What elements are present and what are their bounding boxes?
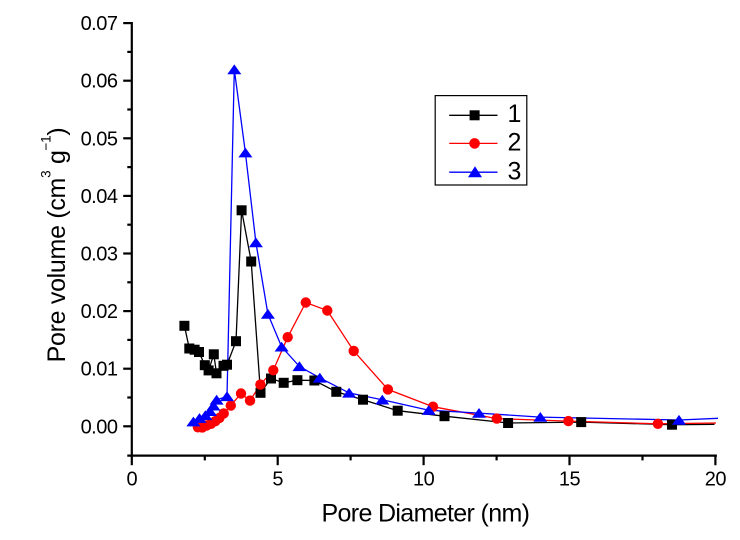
- svg-text:15: 15: [559, 468, 581, 490]
- svg-text:0.04: 0.04: [81, 186, 118, 208]
- svg-text:0.00: 0.00: [81, 416, 118, 438]
- svg-text:20: 20: [705, 468, 727, 490]
- svg-text:0.07: 0.07: [81, 13, 118, 35]
- svg-text:10: 10: [413, 468, 435, 490]
- svg-text:5: 5: [272, 468, 283, 490]
- svg-text:Pore volume (cm3 g−1): Pore volume (cm3 g−1): [39, 128, 72, 363]
- svg-text:0.05: 0.05: [81, 128, 118, 150]
- svg-text:0.03: 0.03: [81, 244, 118, 266]
- svg-text:0.02: 0.02: [81, 301, 118, 323]
- svg-text:3: 3: [508, 157, 522, 185]
- svg-text:0: 0: [126, 468, 137, 490]
- svg-text:0.06: 0.06: [81, 71, 118, 93]
- svg-text:0.01: 0.01: [81, 359, 118, 381]
- svg-text:2: 2: [508, 129, 522, 157]
- svg-text:1: 1: [508, 100, 522, 128]
- svg-text:Pore Diameter (nm): Pore Diameter (nm): [322, 500, 530, 528]
